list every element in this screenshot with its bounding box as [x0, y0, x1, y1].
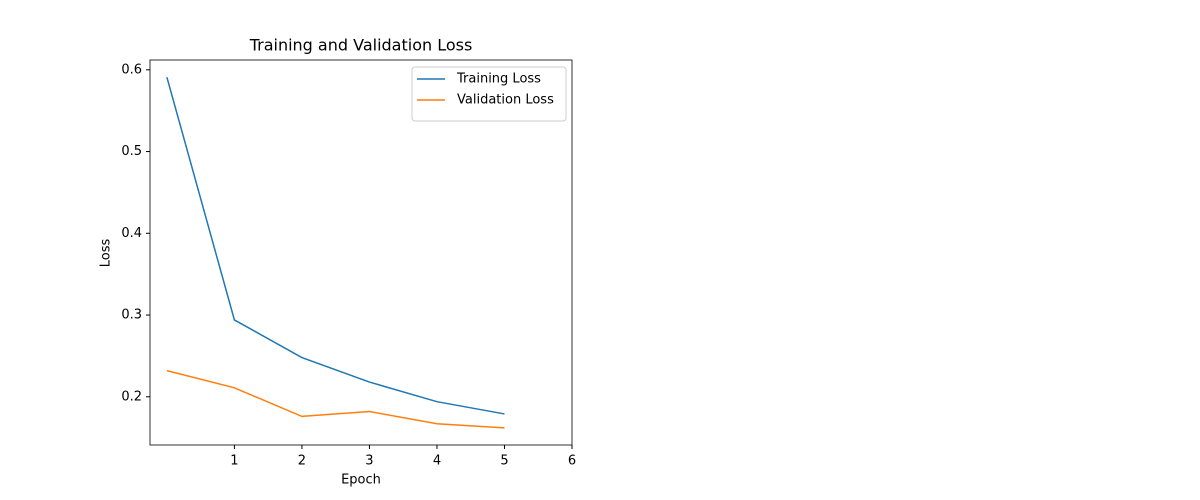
legend-label: Training Loss — [456, 72, 541, 87]
y-tick-label: 0.4 — [121, 226, 142, 241]
x-tick-label: 5 — [500, 454, 508, 469]
y-tick-label: 0.6 — [121, 62, 142, 77]
y-tick-label: 0.3 — [121, 308, 142, 323]
x-axis-label: Epoch — [341, 473, 381, 488]
y-tick-label: 0.5 — [121, 144, 142, 159]
x-tick-label: 1 — [230, 454, 238, 469]
legend-box — [411, 66, 567, 122]
series-line — [166, 369, 505, 429]
y-tick-label: 0.2 — [121, 389, 142, 404]
x-tick-label: 3 — [365, 454, 373, 469]
x-tick-label: 6 — [568, 454, 576, 469]
plot-frame — [149, 59, 573, 446]
legend-label: Validation Loss — [457, 93, 554, 108]
x-tick-label: 2 — [298, 454, 306, 469]
chart-title: Training and Validation Loss — [249, 36, 473, 55]
y-axis-label: Loss — [99, 239, 114, 268]
x-tick-label: 4 — [433, 454, 441, 469]
series-line — [166, 76, 505, 415]
